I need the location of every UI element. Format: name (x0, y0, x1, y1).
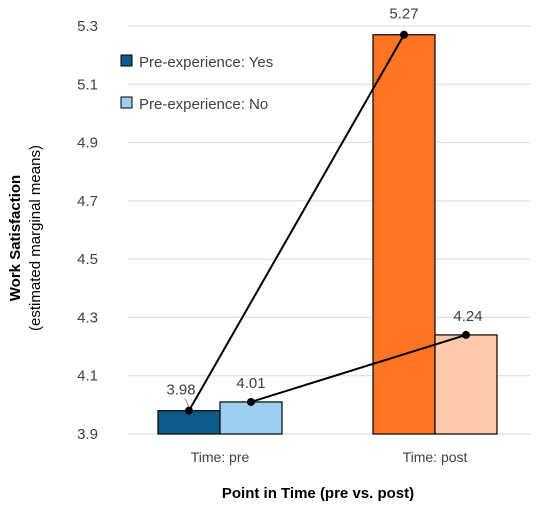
legend-swatch-yes (120, 54, 133, 67)
legend-label-yes: Pre-experience: Yes (139, 54, 273, 71)
data-point (400, 30, 408, 39)
y-tick-label: 4.3 (77, 309, 98, 326)
data-label: 4.01 (236, 375, 265, 392)
data-point (462, 330, 470, 339)
y-tick-label: 5.1 (77, 76, 98, 93)
data-point (247, 397, 255, 406)
y-axis-title: Work Satisfaction (7, 175, 24, 301)
label-leader-line (184, 398, 190, 407)
y-tick-label: 4.5 (77, 251, 98, 268)
y-tick-label: 4.9 (77, 135, 98, 152)
gridlines (128, 25, 530, 435)
legend-label-no: Pre-experience: No (139, 96, 268, 113)
connector-line-yes (188, 34, 405, 412)
connector-lines (185, 30, 470, 415)
bar-yes-post (372, 34, 436, 435)
y-tick-label: 3.9 (77, 426, 98, 443)
y-axis-title-group: Work Satisfaction (estimated marginal me… (7, 145, 44, 331)
y-tick-labels: 3.9 4.1 4.3 4.5 4.7 4.9 5.1 5.3 (77, 18, 98, 443)
y-axis-subtitle: (estimated marginal means) (27, 145, 44, 331)
bar-no-post (434, 334, 498, 435)
legend-swatch-no (120, 96, 133, 109)
bar-no-pre (219, 401, 283, 435)
bars (157, 34, 498, 435)
x-category-label: Time: pre (191, 449, 250, 465)
legend: Pre-experience: Yes Pre-experience: No (120, 54, 273, 113)
x-category-labels: Time: pre Time: post (191, 449, 468, 465)
data-label: 3.98 (166, 382, 195, 399)
data-labels: 3.98 4.01 5.27 4.24 (166, 6, 483, 407)
y-tick-label: 4.7 (77, 193, 98, 210)
y-tick-label: 5.3 (77, 18, 98, 35)
data-point (185, 406, 193, 415)
x-category-label: Time: post (403, 449, 468, 465)
data-label: 4.24 (453, 308, 482, 325)
connector-line-no (250, 333, 467, 403)
x-axis-title: Point in Time (pre vs. post) (222, 485, 414, 502)
y-tick-label: 4.1 (77, 368, 98, 385)
data-label: 5.27 (389, 6, 418, 23)
